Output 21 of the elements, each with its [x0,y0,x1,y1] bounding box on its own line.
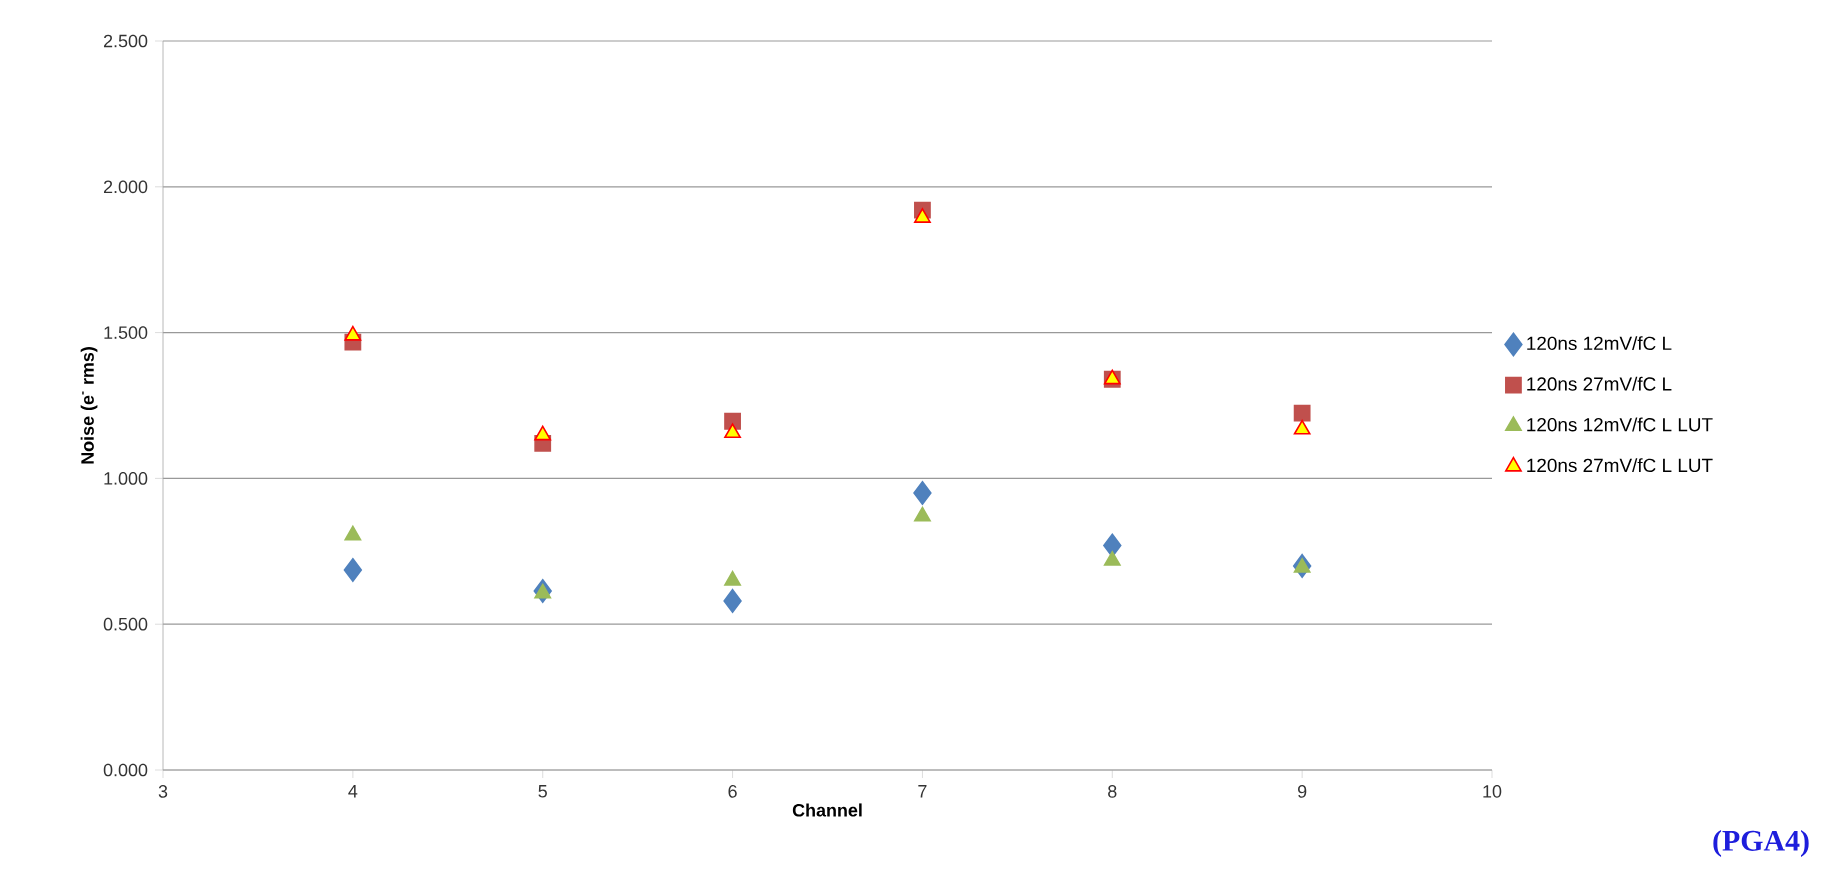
y-tick-label: 0.000 [103,763,148,777]
x-tick-label: 6 [728,785,737,798]
x-tick-label: 7 [918,785,927,798]
legend-label: 120ns 27mV/fC L [1527,376,1672,391]
x-tick-label: 4 [348,785,358,798]
y-tick-label: 1.500 [104,326,148,339]
text: (PGA4) [1713,829,1809,857]
x-tick-label: 5 [538,785,547,798]
legend-label: 120ns 27mV/fC L LUT [1527,458,1713,473]
x-axis-title: Channel [792,803,862,817]
legend-label: 120ns 12mV/fC L [1527,336,1672,351]
x-tick-label: 9 [1298,785,1307,798]
y-tick-label: 1.000 [104,472,148,485]
x-tick-label: 3 [158,785,168,798]
y-tick-label: 2.500 [103,34,148,48]
y-axis-title: Noise (e$^{-}$ rms) [80,347,98,464]
y-tick-label: 2.000 [103,180,148,194]
legend-label: 120ns 12mV/fC L LUT [1527,417,1713,432]
x-tick-label: 10 [1483,785,1502,798]
y-tick-label: 0.500 [103,617,148,631]
x-tick-label: 8 [1108,785,1117,798]
